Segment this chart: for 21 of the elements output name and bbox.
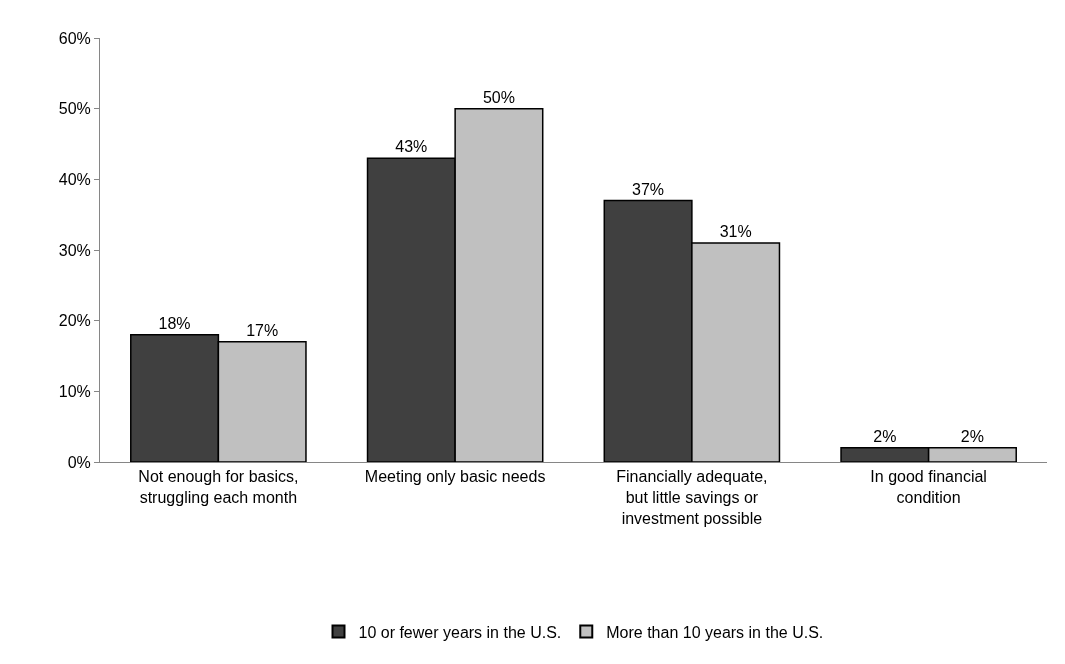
data-label: 31% — [719, 222, 752, 240]
y-tick-label: 20% — [58, 312, 91, 330]
legend-label: More than 10 years in the U.S. — [606, 623, 824, 641]
y-tick-label: 50% — [58, 100, 91, 118]
data-label: 37% — [632, 180, 665, 198]
y-tick-label: 40% — [58, 170, 91, 188]
y-tick-label: 30% — [58, 241, 91, 259]
data-label: 2% — [873, 427, 897, 445]
x-tick-label: Not enough for basics, struggling each month — [138, 468, 299, 506]
x-tick-label: Meeting only basic needs — [364, 468, 546, 486]
data-label: 17% — [246, 321, 279, 339]
data-label: 18% — [158, 314, 191, 332]
legend-label: 10 or fewer years in the U.S. — [358, 623, 562, 641]
x-tick-label: In good financial condition — [870, 468, 987, 506]
data-label: 2% — [960, 427, 984, 445]
y-tick-label: 10% — [58, 382, 91, 400]
data-label: 50% — [482, 88, 515, 106]
data-label: 43% — [395, 138, 428, 156]
x-tick-label: Financially adequate, but little savings or investment possible — [616, 468, 768, 527]
y-tick-label: 60% — [58, 29, 91, 47]
y-tick-label: 0% — [67, 453, 91, 471]
